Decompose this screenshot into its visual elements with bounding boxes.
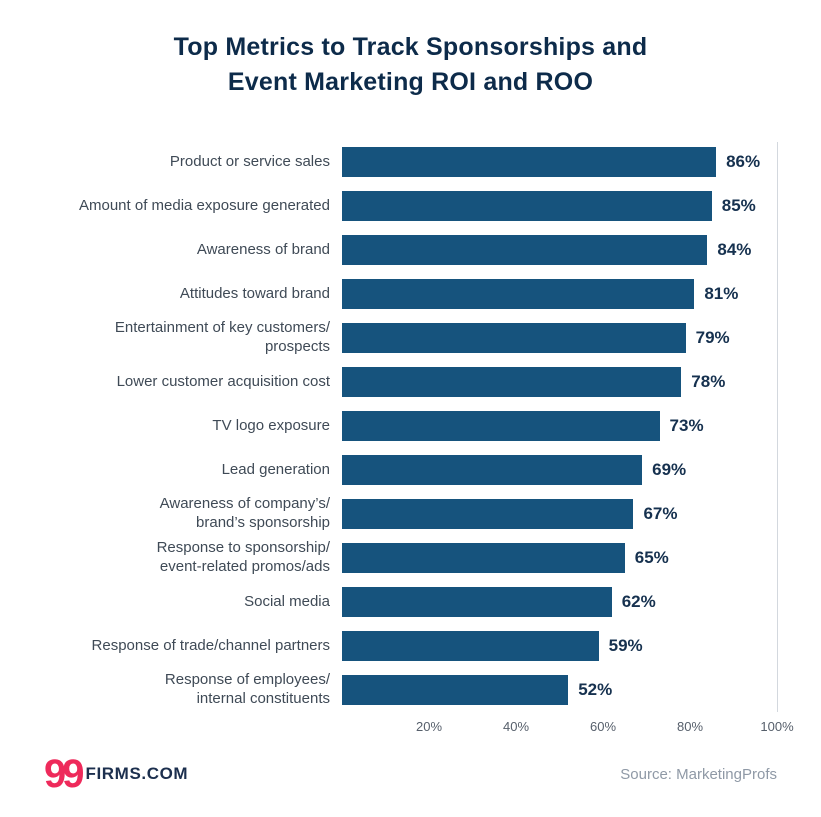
bar-label: Entertainment of key customers/ prospect…: [114, 319, 330, 355]
plot-area: Product or service sales 86% Amount of m…: [30, 140, 791, 712]
x-tick-label: 40%: [502, 719, 530, 734]
bar-value: 62%: [621, 592, 656, 611]
x-tick-label: 60%: [589, 719, 617, 734]
bar: [342, 631, 599, 661]
bar-rows: Product or service sales 86% Amount of m…: [30, 140, 791, 712]
bar-track: 81%: [342, 272, 777, 316]
bar-value: 81%: [704, 284, 739, 303]
bar: [342, 323, 686, 353]
bar-value: 69%: [652, 460, 687, 479]
bar-track: 85%: [342, 184, 777, 228]
bar-label: Response to sponsorship/ event-related p…: [156, 539, 330, 575]
bar-label: TV logo exposure: [212, 416, 330, 434]
logo-99firms: 99 FIRMS.COM: [44, 754, 188, 794]
bar-track: 65%: [342, 536, 777, 580]
bar-value: 65%: [634, 548, 669, 567]
bar-row: Lower customer acquisition cost 78%: [30, 360, 791, 404]
bar-label: Lower customer acquisition cost: [116, 372, 330, 390]
bar-track: 59%: [342, 624, 777, 668]
bar: [342, 191, 712, 221]
bar-label: Response of employees/ internal constitu…: [164, 671, 330, 707]
bar-value: 52%: [578, 680, 613, 699]
bar: [342, 235, 708, 265]
bar-track: 69%: [342, 448, 777, 492]
bar-value: 79%: [695, 328, 730, 347]
bar-label: Awareness of brand: [196, 240, 330, 258]
bar-track: 78%: [342, 360, 777, 404]
bar-value: 78%: [691, 372, 726, 391]
bar-row: Amount of media exposure generated 85%: [30, 184, 791, 228]
bar-track: 52%: [342, 668, 777, 712]
bar-label: Awareness of company’s/ brand’s sponsors…: [159, 495, 330, 531]
chart-title-line-2: Event Marketing ROI and ROO: [227, 68, 594, 96]
bar: [342, 587, 612, 617]
bar-value: 73%: [669, 416, 704, 435]
bar: [342, 411, 660, 441]
bar-value: 84%: [717, 240, 752, 259]
bar: [342, 543, 625, 573]
bar-row: Response of trade/channel partners 59%: [30, 624, 791, 668]
bar-track: 67%: [342, 492, 777, 536]
bar: [342, 455, 643, 485]
footer: 99 FIRMS.COM Source: MarketingProfs: [44, 754, 777, 794]
bar-label: Product or service sales: [169, 152, 330, 170]
bar-track: 73%: [342, 404, 777, 448]
bar-row: Response to sponsorship/ event-related p…: [30, 536, 791, 580]
bar-chart: Product or service sales 86% Amount of m…: [30, 140, 794, 738]
bar-row: Attitudes toward brand 81%: [30, 272, 791, 316]
bar-row: Product or service sales 86%: [30, 140, 791, 184]
x-tick-label: 80%: [676, 719, 704, 734]
bar-label: Attitudes toward brand: [179, 284, 330, 302]
bar-value: 59%: [608, 636, 643, 655]
bar-label: Lead generation: [221, 460, 330, 478]
bar-row: Lead generation 69%: [30, 448, 791, 492]
x-axis-ticks: 20% 40% 60% 80% 100%: [342, 712, 794, 738]
bar: [342, 675, 569, 705]
bar-row: TV logo exposure 73%: [30, 404, 791, 448]
bar-value: 85%: [721, 196, 756, 215]
bar-track: 62%: [342, 580, 777, 624]
bar-row: Awareness of company’s/ brand’s sponsors…: [30, 492, 791, 536]
bar: [342, 279, 695, 309]
bar-row: Entertainment of key customers/ prospect…: [30, 316, 791, 360]
bar-value: 67%: [643, 504, 678, 523]
logo-wordmark: FIRMS.COM: [85, 764, 189, 783]
bar: [342, 367, 682, 397]
bar-value: 86%: [726, 152, 761, 171]
logo-99-icon: 99: [44, 752, 84, 796]
bar: [342, 147, 717, 177]
x-tick-label: 20%: [415, 719, 443, 734]
bar-row: Response of employees/ internal constitu…: [30, 668, 791, 712]
bar-label: Amount of media exposure generated: [79, 196, 330, 214]
bar-track: 84%: [342, 228, 777, 272]
bar: [342, 499, 634, 529]
x-tick-label: 100%: [760, 719, 794, 734]
chart-title-line-1: Top Metrics to Track Sponsorships and: [173, 33, 648, 61]
source-attribution: Source: MarketingProfs: [620, 765, 777, 783]
bar-row: Social media 62%: [30, 580, 791, 624]
bar-label: Social media: [244, 592, 330, 610]
bar-row: Awareness of brand 84%: [30, 228, 791, 272]
bar-track: 86%: [342, 140, 777, 184]
bar-track: 79%: [342, 316, 777, 360]
right-axis-line: [777, 142, 778, 712]
bar-label: Response of trade/channel partners: [91, 636, 330, 654]
chart-title: Top Metrics to Track Sponsorships and Ev…: [0, 30, 821, 100]
